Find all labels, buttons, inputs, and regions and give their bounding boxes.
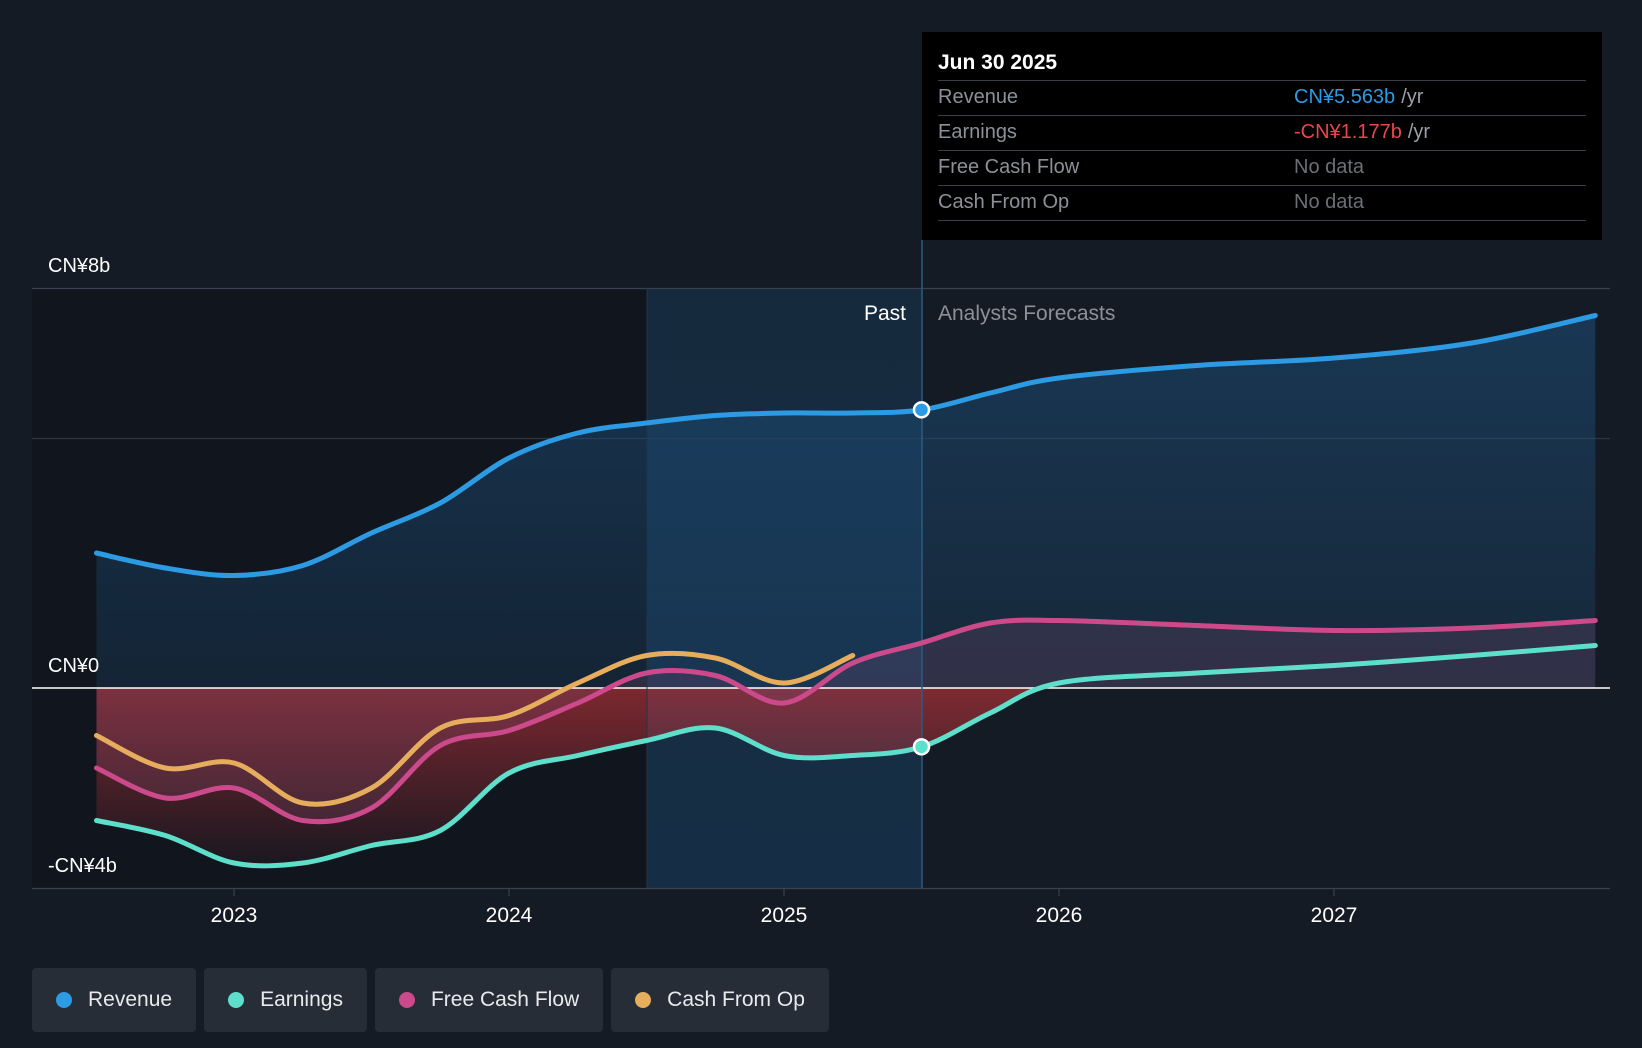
legend-item-free-cash-flow[interactable]: Free Cash Flow [375, 968, 603, 1032]
revenue-marker[interactable] [914, 402, 929, 417]
cash-from-op-dot-icon [635, 992, 651, 1008]
tooltip-row-cfo: Cash From Op No data [938, 185, 1586, 221]
legend-item-revenue[interactable]: Revenue [32, 968, 196, 1032]
tooltip-row-fcf: Free Cash Flow No data [938, 150, 1586, 185]
x-tick-label: 2023 [211, 904, 258, 927]
legend-item-cash-from-op[interactable]: Cash From Op [611, 968, 829, 1032]
legend-label: Revenue [88, 988, 172, 1012]
revenue-dot-icon [56, 992, 72, 1008]
past-label: Past [864, 302, 906, 325]
tooltip: Jun 30 2025 Revenue CN¥5.563b /yr Earnin… [922, 32, 1602, 240]
legend: Revenue Earnings Free Cash Flow Cash Fro… [32, 968, 829, 1032]
tooltip-label: Revenue [938, 81, 1294, 115]
legend-label: Earnings [260, 988, 343, 1012]
tooltip-value: -CN¥1.177b [1294, 116, 1402, 150]
tooltip-date: Jun 30 2025 [938, 46, 1586, 80]
y-label-bottom: -CN¥4b [48, 855, 117, 877]
legend-label: Cash From Op [667, 988, 805, 1012]
tooltip-label: Cash From Op [938, 186, 1294, 220]
y-label-zero: CN¥0 [48, 655, 99, 677]
tooltip-row-revenue: Revenue CN¥5.563b /yr [938, 80, 1586, 115]
tooltip-unit: /yr [1401, 81, 1423, 115]
free-cash-flow-dot-icon [399, 992, 415, 1008]
earnings-dot-icon [228, 992, 244, 1008]
earnings-marker[interactable] [914, 739, 929, 754]
forecast-label: Analysts Forecasts [938, 302, 1115, 325]
tooltip-unit: /yr [1408, 116, 1430, 150]
tooltip-value: No data [1294, 151, 1364, 185]
x-tick-label: 2026 [1036, 904, 1083, 927]
x-tick-label: 2027 [1311, 904, 1358, 927]
tooltip-value: No data [1294, 186, 1364, 220]
x-tick-label: 2024 [486, 904, 533, 927]
tooltip-row-earnings: Earnings -CN¥1.177b /yr [938, 115, 1586, 150]
legend-item-earnings[interactable]: Earnings [204, 968, 367, 1032]
y-label-top: CN¥8b [48, 255, 110, 277]
tooltip-value: CN¥5.563b [1294, 81, 1395, 115]
legend-label: Free Cash Flow [431, 988, 579, 1012]
x-tick-label: 2025 [761, 904, 808, 927]
tooltip-label: Earnings [938, 116, 1294, 150]
tooltip-label: Free Cash Flow [938, 151, 1294, 185]
